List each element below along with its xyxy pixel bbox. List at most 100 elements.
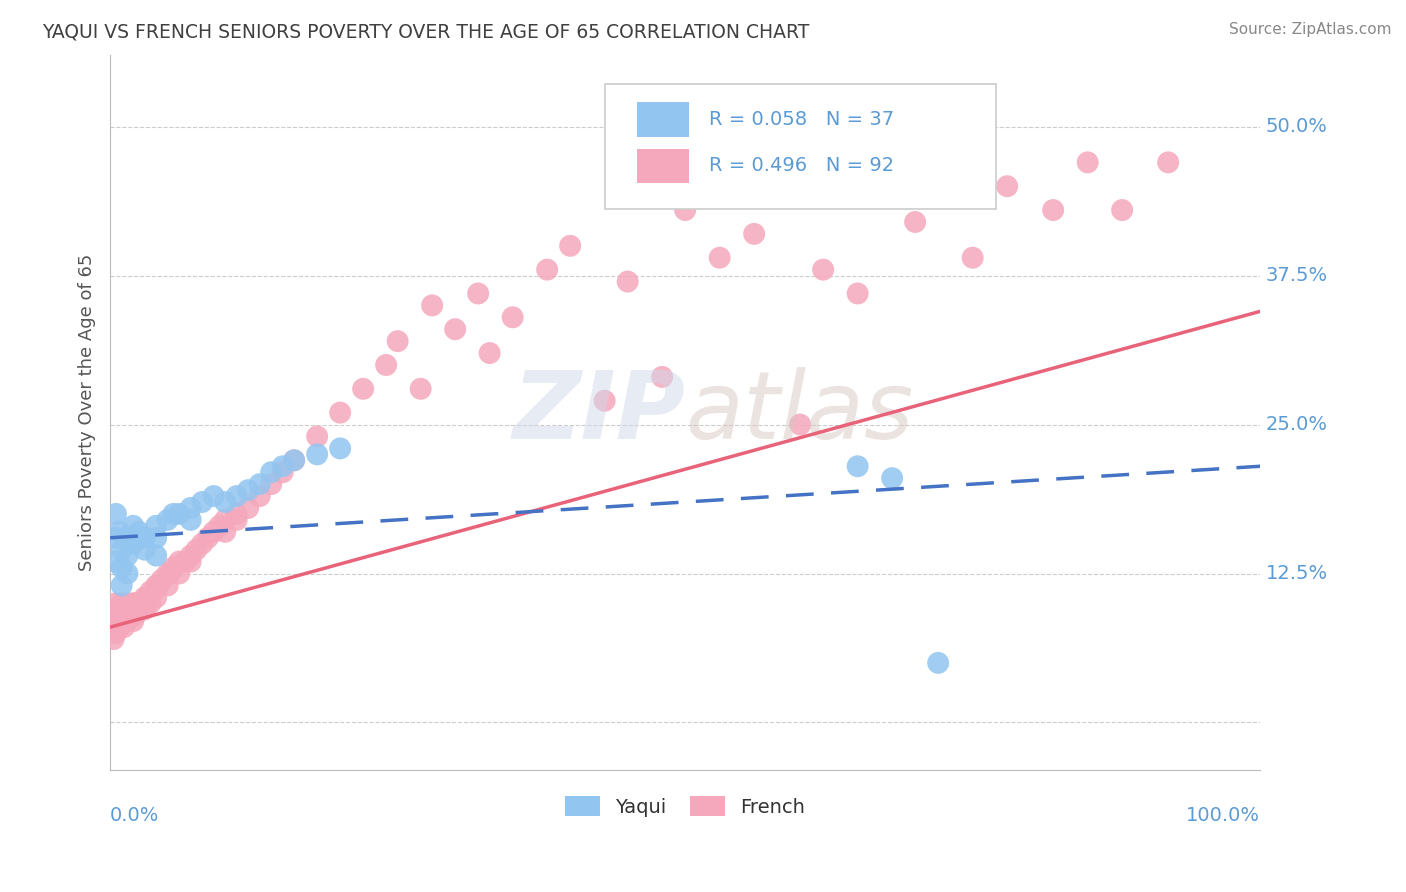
Point xyxy=(271,465,294,479)
Text: 0.0%: 0.0% xyxy=(110,805,159,825)
Text: 12.5%: 12.5% xyxy=(1265,564,1329,583)
Point xyxy=(139,584,162,599)
Point xyxy=(1077,155,1099,169)
Point xyxy=(150,573,173,587)
Point xyxy=(202,524,225,539)
Point xyxy=(593,393,616,408)
Text: 37.5%: 37.5% xyxy=(1265,266,1329,285)
Point xyxy=(142,584,165,599)
Point xyxy=(117,602,139,616)
Point xyxy=(114,608,136,623)
Point xyxy=(560,239,582,253)
Point xyxy=(107,614,129,628)
Point xyxy=(260,465,283,479)
Point xyxy=(108,524,131,539)
Point xyxy=(962,251,984,265)
Point xyxy=(122,608,145,623)
Point xyxy=(124,596,146,610)
Text: YAQUI VS FRENCH SENIORS POVERTY OVER THE AGE OF 65 CORRELATION CHART: YAQUI VS FRENCH SENIORS POVERTY OVER THE… xyxy=(42,22,810,41)
Point xyxy=(225,507,247,521)
Point xyxy=(789,417,811,432)
Point xyxy=(673,202,696,217)
Point xyxy=(236,483,259,497)
Point xyxy=(1111,202,1133,217)
Point xyxy=(122,614,145,628)
Point xyxy=(111,560,134,574)
Point xyxy=(117,566,139,581)
Point xyxy=(162,560,184,574)
Point xyxy=(742,227,765,241)
Point xyxy=(134,596,156,610)
Point xyxy=(202,489,225,503)
Point xyxy=(117,614,139,628)
Text: ZIP: ZIP xyxy=(512,367,685,458)
Point xyxy=(134,591,156,605)
Text: Source: ZipAtlas.com: Source: ZipAtlas.com xyxy=(1229,22,1392,37)
Point xyxy=(180,549,202,563)
Point xyxy=(225,489,247,503)
Point xyxy=(225,513,247,527)
Point xyxy=(249,489,271,503)
Point xyxy=(1157,155,1180,169)
Point xyxy=(117,549,139,563)
Point xyxy=(260,477,283,491)
Point xyxy=(112,620,135,634)
Point xyxy=(111,542,134,557)
FancyBboxPatch shape xyxy=(605,84,995,209)
Point xyxy=(156,513,179,527)
Point xyxy=(709,251,731,265)
Text: 25.0%: 25.0% xyxy=(1265,415,1327,434)
Point xyxy=(112,602,135,616)
Point xyxy=(375,358,398,372)
Point xyxy=(869,191,891,205)
Point xyxy=(214,495,236,509)
Point xyxy=(134,602,156,616)
Point xyxy=(1042,202,1064,217)
Point xyxy=(995,179,1018,194)
Point xyxy=(307,429,329,443)
Point xyxy=(111,578,134,592)
Point xyxy=(139,596,162,610)
Point xyxy=(128,524,150,539)
Point xyxy=(197,531,219,545)
Point xyxy=(101,608,124,623)
Point xyxy=(104,531,127,545)
Point xyxy=(104,596,127,610)
Point xyxy=(307,447,329,461)
Point xyxy=(104,626,127,640)
Point xyxy=(145,591,167,605)
Point xyxy=(98,620,121,634)
Point xyxy=(467,286,489,301)
Point xyxy=(128,596,150,610)
Point xyxy=(616,275,638,289)
Point xyxy=(145,519,167,533)
Point xyxy=(117,531,139,545)
Point xyxy=(131,596,153,610)
Point xyxy=(117,596,139,610)
Point xyxy=(387,334,409,348)
Point xyxy=(191,495,214,509)
Point xyxy=(145,549,167,563)
Point xyxy=(103,632,125,646)
Y-axis label: Seniors Poverty Over the Age of 65: Seniors Poverty Over the Age of 65 xyxy=(79,254,96,572)
Point xyxy=(108,608,131,623)
Point xyxy=(180,555,202,569)
Point xyxy=(136,596,159,610)
Point xyxy=(124,608,146,623)
Point xyxy=(167,507,190,521)
FancyBboxPatch shape xyxy=(637,103,689,136)
Point xyxy=(162,507,184,521)
Point xyxy=(104,507,127,521)
Point xyxy=(156,578,179,592)
Point xyxy=(271,459,294,474)
Point xyxy=(811,262,834,277)
Point xyxy=(420,298,443,312)
Point xyxy=(409,382,432,396)
Point xyxy=(134,542,156,557)
Point xyxy=(214,524,236,539)
Text: 50.0%: 50.0% xyxy=(1265,117,1327,136)
Point xyxy=(651,370,673,384)
Point xyxy=(352,382,374,396)
Point xyxy=(111,614,134,628)
Text: atlas: atlas xyxy=(685,368,914,458)
